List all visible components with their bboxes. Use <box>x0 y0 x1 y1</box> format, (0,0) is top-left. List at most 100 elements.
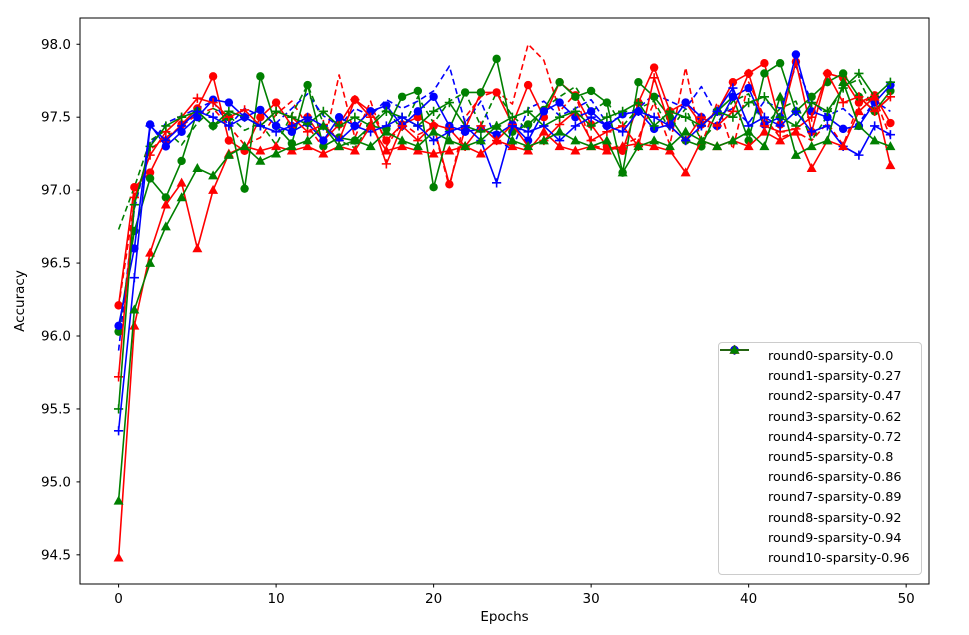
triangle-marker <box>223 149 234 159</box>
plus-marker <box>460 121 470 131</box>
circle-marker <box>602 98 612 107</box>
circle-marker <box>319 136 328 145</box>
plus-marker <box>586 121 596 131</box>
circle-marker <box>413 86 423 96</box>
triangle-marker <box>759 141 770 151</box>
triangle-marker <box>649 141 660 151</box>
plus-marker <box>161 135 171 146</box>
legend-marker <box>729 344 740 354</box>
triangle-marker <box>554 126 565 136</box>
x-tick-label: 30 <box>583 591 600 607</box>
series-round0-sparsity-0.0 <box>117 43 892 307</box>
series-line <box>117 78 891 230</box>
circle-marker <box>760 69 769 78</box>
triangle-marker <box>381 126 392 136</box>
plus-marker <box>759 112 769 122</box>
circle-marker <box>649 92 659 101</box>
plus-marker <box>208 112 218 122</box>
plus-marker <box>712 106 722 116</box>
x-tick-label: 0 <box>114 591 123 607</box>
triangle-marker <box>696 135 707 145</box>
circle-marker <box>334 112 344 122</box>
legend-entry: round3-sparsity-0.62 <box>720 345 914 428</box>
plus-marker <box>429 106 439 116</box>
series-round10-sparsity-0.96 <box>113 76 896 505</box>
triangle-marker <box>349 145 360 155</box>
plus-marker <box>129 200 139 210</box>
circle-marker <box>492 130 501 139</box>
circle-marker <box>586 86 596 96</box>
legend-entry: round1-sparsity-0.27 <box>720 349 914 387</box>
triangle-marker <box>460 141 471 151</box>
plus-marker <box>807 127 817 137</box>
circle-marker <box>429 92 438 101</box>
triangle-marker <box>601 145 612 155</box>
plus-marker <box>523 127 533 137</box>
triangle-marker <box>554 141 565 151</box>
circle-marker <box>130 183 139 192</box>
triangle-marker <box>790 149 801 159</box>
triangle-marker <box>334 141 345 151</box>
circle-marker <box>886 86 895 96</box>
plus-marker <box>429 135 439 146</box>
plus-marker <box>822 106 833 116</box>
plus-marker <box>192 93 202 103</box>
triangle-marker <box>775 91 786 101</box>
triangle-marker <box>680 167 691 177</box>
triangle-marker <box>633 141 644 151</box>
triangle-marker <box>239 141 250 151</box>
circle-marker <box>114 321 123 330</box>
triangle-marker <box>349 135 360 145</box>
plus-marker <box>334 121 344 131</box>
circle-marker <box>224 136 234 145</box>
triangle-marker <box>601 135 612 145</box>
circle-marker <box>460 127 470 136</box>
plus-marker <box>807 112 817 122</box>
plus-marker <box>444 127 454 137</box>
plus-marker <box>822 68 833 79</box>
triangle-marker <box>538 126 549 136</box>
plus-marker <box>287 112 297 122</box>
triangle-marker <box>680 126 691 136</box>
plus-marker <box>381 106 391 116</box>
triangle-marker <box>586 141 597 151</box>
circle-marker <box>807 92 816 101</box>
chart-legend: round0-sparsity-0.0 round1-sparsity-0.27 r… <box>718 342 922 575</box>
plus-marker <box>507 112 517 122</box>
legend-entry: round0-sparsity-0.0 <box>720 348 914 367</box>
plus-marker <box>807 98 817 108</box>
triangle-marker <box>428 148 439 158</box>
legend-swatch-dashed-icon <box>720 349 758 405</box>
circle-marker <box>208 72 218 81</box>
legend-swatch-solid-triangle-icon <box>720 344 758 566</box>
plus-marker <box>224 121 234 131</box>
series-line <box>117 58 892 332</box>
triangle-marker <box>885 160 896 170</box>
plus-marker <box>208 121 218 131</box>
circle-marker <box>492 54 501 64</box>
plus-marker <box>492 178 502 188</box>
plus-marker <box>586 112 596 122</box>
plus-marker <box>271 127 281 137</box>
plus-marker <box>570 121 580 131</box>
circle-marker <box>744 136 753 145</box>
circle-marker <box>177 127 186 136</box>
triangle-marker <box>286 141 297 151</box>
circle-marker <box>476 88 486 97</box>
triangle-marker <box>365 120 376 130</box>
triangle-marker <box>775 135 786 145</box>
circle-marker <box>492 88 501 97</box>
triangle-marker <box>507 141 518 151</box>
plus-marker <box>854 68 864 79</box>
plus-marker <box>208 98 218 108</box>
circle-marker <box>523 80 533 90</box>
triangle-marker <box>649 135 660 145</box>
circle-marker <box>775 59 785 68</box>
plus-marker <box>728 83 738 93</box>
triangle-marker <box>113 495 124 505</box>
legend-label: round5-sparsity-0.8 <box>768 450 894 466</box>
plus-marker <box>287 121 297 131</box>
legend-swatch-solid-circle-icon <box>720 345 758 445</box>
x-axis-label: Epochs <box>480 609 528 625</box>
circle-marker <box>224 98 234 107</box>
